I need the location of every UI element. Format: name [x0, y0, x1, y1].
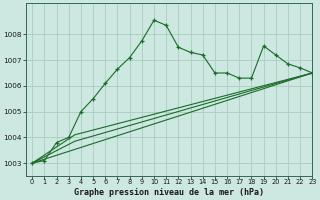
- X-axis label: Graphe pression niveau de la mer (hPa): Graphe pression niveau de la mer (hPa): [74, 188, 264, 197]
